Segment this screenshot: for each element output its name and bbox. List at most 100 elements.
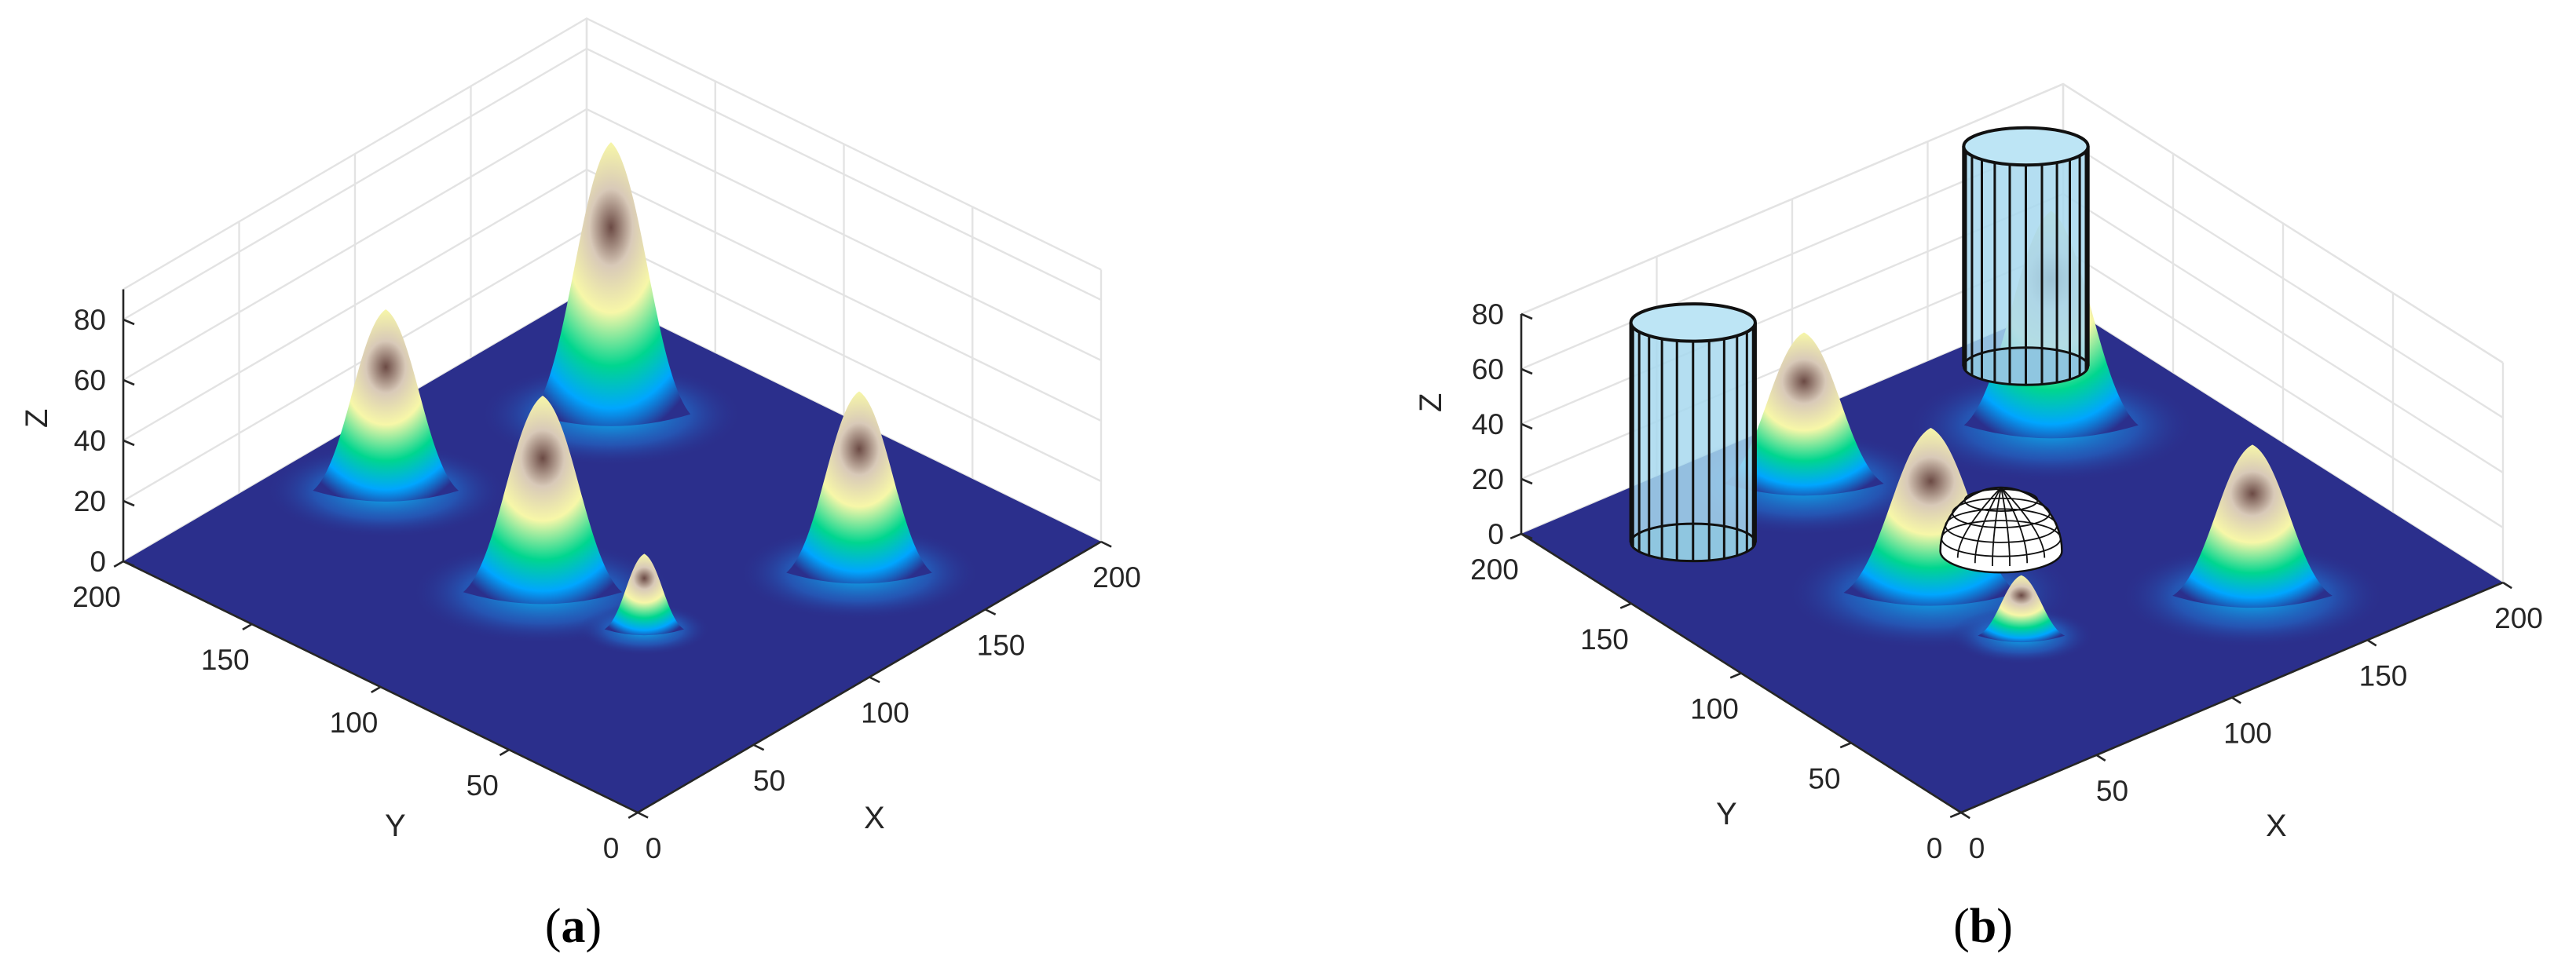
x-tick — [2366, 639, 2377, 647]
z-tick — [123, 560, 135, 568]
panel-a-peaks — [265, 142, 980, 656]
z-tick — [123, 499, 135, 507]
z-tick — [1520, 367, 1533, 375]
z-tick — [1520, 312, 1533, 320]
x-tick-label: 50 — [753, 765, 785, 797]
sphere-meridian — [1974, 487, 2002, 564]
z-tick-label: 0 — [90, 546, 106, 578]
x-tick — [637, 811, 649, 819]
panel-a-caption-letter: a — [562, 900, 586, 953]
panel-b-z-label: Z — [1414, 393, 1448, 412]
panel-b-obstacles — [1629, 126, 2090, 574]
grid-line — [123, 47, 1102, 321]
surface-peak — [786, 391, 932, 584]
surface-peak — [1978, 575, 2066, 643]
y-tick-label: 200 — [1470, 553, 1519, 586]
sphere-meridian — [2000, 487, 2011, 566]
sphere-dome — [1939, 486, 2063, 574]
obstacle-cylinder — [1629, 302, 1757, 563]
x-tick — [2231, 696, 2241, 704]
x-tick — [1100, 540, 1112, 548]
grid-line — [123, 108, 1102, 382]
x-tick — [2502, 581, 2512, 590]
y-tick-label: 0 — [603, 832, 620, 864]
panel-b-caption-close: ) — [1996, 900, 2013, 953]
x-tick — [984, 608, 997, 616]
x-tick-label: 200 — [2494, 602, 2543, 634]
y-tick-label: 50 — [467, 769, 499, 802]
y-tick — [242, 623, 253, 631]
panel-a-z-label: Z — [20, 409, 54, 428]
y-tick — [1729, 672, 1742, 679]
z-tick — [123, 378, 135, 386]
grid-line — [123, 17, 1102, 290]
y-tick-label: 100 — [1690, 693, 1739, 725]
sphere-meridian — [1956, 487, 2002, 558]
y-tick-label: 200 — [72, 581, 121, 613]
x-tick-label: 200 — [1092, 561, 1141, 594]
obstacle-sphere — [1939, 486, 2063, 574]
cylinder-top — [1962, 126, 2090, 167]
x-tick-label: 150 — [977, 629, 1026, 661]
panel-b-x-label: X — [2266, 809, 2287, 843]
x-tick-label: 100 — [2223, 718, 2272, 750]
surface-peak — [531, 142, 691, 426]
x-tick — [2095, 754, 2106, 762]
x-tick — [869, 676, 880, 684]
sphere-parallel — [1945, 508, 2058, 543]
grid-line — [123, 168, 1102, 442]
panel-b-caption: (b) — [1953, 900, 2013, 953]
x-tick — [752, 743, 765, 751]
y-tick — [499, 748, 510, 757]
y-tick-label: 50 — [1808, 762, 1840, 794]
panel-a-y-label: Y — [385, 809, 406, 843]
z-tick-label: 80 — [1472, 298, 1504, 331]
obstacle-cylinder — [1962, 126, 2090, 386]
y-tick — [1839, 742, 1852, 749]
surface-peak — [2172, 444, 2333, 608]
panel-b-caption-letter: b — [1970, 900, 1996, 953]
cylinder-top — [1629, 302, 1757, 343]
panel-a-caption-open: ( — [545, 900, 562, 953]
y-tick — [371, 685, 382, 694]
y-tick-label: 150 — [201, 644, 250, 676]
y-tick-label: 100 — [330, 707, 379, 739]
z-tick-label: 40 — [1472, 408, 1504, 440]
x-tick-label: 0 — [646, 832, 662, 864]
x-tick — [1960, 811, 1970, 820]
z-tick-label: 0 — [1487, 518, 1504, 550]
surface-peak — [604, 553, 685, 636]
sphere-parallel — [1941, 520, 2062, 557]
z-tick — [1520, 477, 1533, 485]
z-tick — [1520, 532, 1533, 540]
panel-a-caption: (a) — [545, 900, 602, 953]
surface-peak — [1724, 332, 1884, 496]
y-tick — [1949, 811, 1962, 819]
sphere-meridian — [1992, 487, 2002, 566]
z-tick-label: 60 — [1472, 353, 1504, 385]
x-tick-label: 0 — [1969, 832, 1985, 864]
y-tick-label: 150 — [1580, 623, 1629, 656]
y-tick — [1619, 602, 1632, 609]
sphere-parallel — [1963, 488, 2039, 512]
x-tick-label: 100 — [861, 697, 909, 729]
y-tick — [113, 560, 124, 568]
z-tick-label: 40 — [74, 425, 106, 457]
y-tick-label: 0 — [1927, 832, 1943, 864]
z-tick-label: 20 — [1472, 463, 1504, 495]
surface-peak — [463, 396, 623, 605]
panel-b-caption-open: ( — [1953, 900, 1970, 953]
sphere-meridian — [2000, 487, 2046, 558]
z-tick — [123, 318, 135, 326]
panel-a-caption-close: ) — [586, 900, 602, 953]
y-tick — [1509, 532, 1522, 540]
x-tick-label: 50 — [2096, 775, 2128, 807]
z-tick-label: 80 — [74, 304, 106, 336]
y-tick — [628, 811, 639, 820]
panel-b-y-label: Y — [1716, 797, 1737, 831]
